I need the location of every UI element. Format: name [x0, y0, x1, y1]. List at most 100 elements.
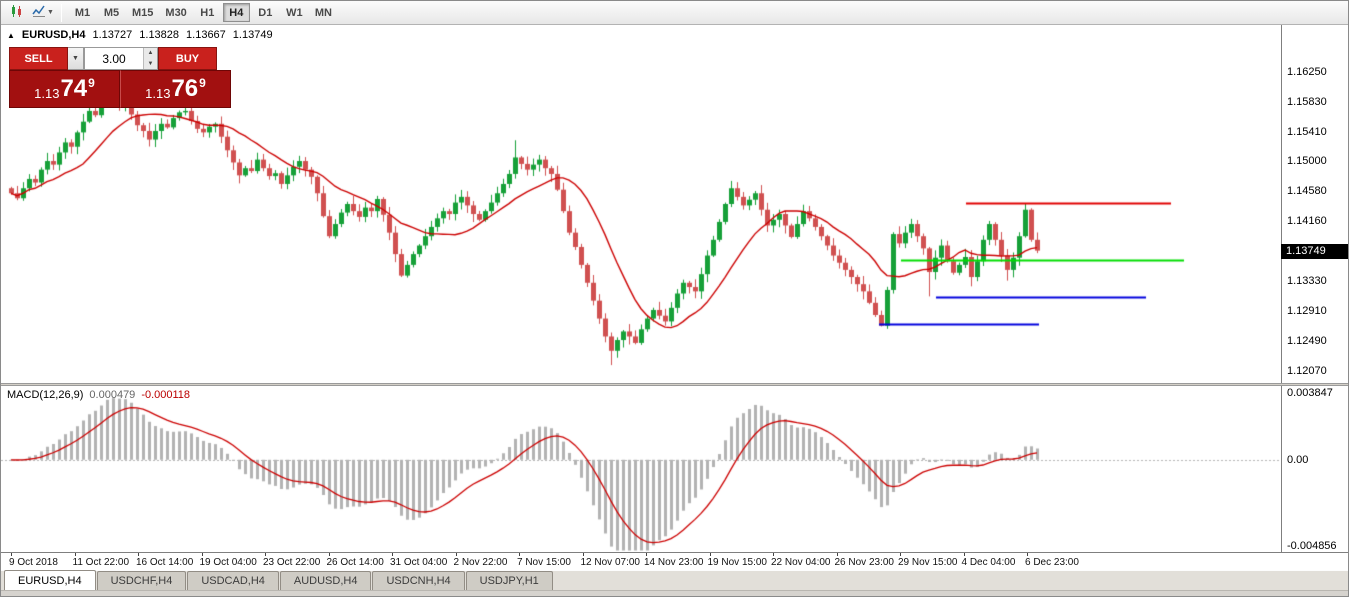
macd-axis-label: 0.00 — [1287, 453, 1309, 466]
time-axis-label: 11 Oct 22:00 — [72, 557, 130, 568]
macd-main-value: 0.000479 — [89, 389, 136, 401]
status-strip — [1, 590, 1348, 596]
one-click-trading-panel: SELL ▼ ▲ ▼ BUY 1.13 74 9 1.1 — [9, 47, 233, 108]
macd-chart-canvas[interactable] — [1, 386, 1281, 552]
price-axis-label: 1.16250 — [1287, 65, 1327, 78]
current-price-badge: 1.13749 — [1281, 243, 1348, 259]
price-axis-label: 1.14160 — [1287, 215, 1327, 228]
time-tick — [74, 553, 76, 556]
time-tick — [709, 553, 711, 556]
trade-prices-row: 1.13 74 9 1.13 76 9 — [9, 70, 233, 108]
chart-candles-icon-button[interactable] — [5, 3, 29, 23]
timeframe-button-m1[interactable]: M1 — [69, 3, 96, 22]
macd-axis-label: 0.003847 — [1287, 387, 1333, 399]
timeframe-button-m15[interactable]: M15 — [127, 3, 158, 22]
timeframe-button-m30[interactable]: M30 — [160, 3, 191, 22]
timeframe-button-d1[interactable]: D1 — [252, 3, 279, 22]
time-tick — [836, 553, 838, 556]
chart-tab-bar: EURUSD,H4 USDCHF,H4 USDCAD,H4 AUDUSD,H4 USDC… — [1, 570, 1348, 590]
volume-input[interactable] — [85, 48, 143, 69]
time-axis-label: 22 Nov 04:00 — [771, 557, 831, 568]
timeframe-button-h1[interactable]: H1 — [194, 3, 221, 22]
price-axis-label: 1.15830 — [1287, 95, 1327, 108]
time-axis-label: 26 Oct 14:00 — [326, 557, 384, 568]
price-axis[interactable]: 1.16250 1.15830 1.15410 1.15000 1.14580 1.141… — [1281, 25, 1348, 383]
price-axis-label: 1.12070 — [1287, 364, 1327, 377]
ohlc-low: 1.13667 — [186, 29, 226, 41]
sell-button[interactable]: SELL — [9, 47, 68, 70]
timeframe-button-h4[interactable]: H4 — [222, 3, 250, 23]
price-axis-label: 1.15410 — [1287, 125, 1327, 138]
chevron-down-icon: ▼ — [72, 55, 79, 62]
price-axis-label: 1.12490 — [1287, 334, 1327, 347]
spinner-down-icon[interactable]: ▼ — [144, 58, 157, 69]
time-tick — [900, 553, 901, 556]
pane-splitter[interactable] — [1, 383, 1348, 386]
timeframe-group: M1 M5 M15 M30 H1 H4 D1 W1 MN — [68, 3, 338, 23]
macd-signal-value: -0.000118 — [141, 389, 191, 401]
buy-button[interactable]: BUY — [158, 47, 217, 70]
buy-price-pips: 76 — [171, 75, 199, 102]
time-axis-label: 23 Oct 22:00 — [263, 557, 321, 568]
macd-title: MACD(12,26,9) — [7, 389, 84, 401]
collapse-arrow-icon[interactable]: ▲ — [7, 30, 15, 40]
price-chart-pane: ▲ EURUSD,H4 1.13727 1.13828 1.13667 1.13… — [1, 25, 1348, 383]
timeframe-button-mn[interactable]: MN — [310, 3, 337, 22]
time-tick — [519, 553, 520, 556]
time-axis-label: 19 Nov 15:00 — [707, 557, 768, 568]
time-tick — [265, 553, 266, 556]
macd-pane: MACD(12,26,9) 0.000479 -0.000118 0.00384… — [1, 386, 1348, 552]
time-tick — [392, 553, 393, 556]
spinner-up-icon[interactable]: ▲ — [144, 48, 157, 59]
macd-axis[interactable]: 0.003847 0.00 -0.004856 — [1281, 386, 1348, 552]
indicators-icon — [32, 4, 46, 21]
indicators-icon-button[interactable]: ▼ — [31, 3, 55, 23]
timeframe-button-w1[interactable]: W1 — [281, 3, 308, 22]
time-axis-label: 31 Oct 04:00 — [390, 557, 448, 568]
price-axis-label: 1.13330 — [1287, 274, 1327, 287]
time-tick — [328, 553, 330, 556]
sell-price-base: 1.13 — [34, 85, 60, 101]
time-tick — [582, 553, 584, 556]
symbol-name: EURUSD,H4 — [21, 29, 86, 41]
time-tick — [646, 553, 647, 556]
chart-tab-usdjpy[interactable]: USDJPY,H1 — [465, 571, 553, 590]
time-axis-label: 4 Dec 04:00 — [961, 557, 1016, 568]
buy-price-base: 1.13 — [145, 85, 171, 101]
chart-tab-usdcnh[interactable]: USDCNH,H4 — [372, 571, 465, 590]
time-tick — [773, 553, 774, 556]
buy-price-display[interactable]: 1.13 76 9 — [120, 70, 231, 108]
price-axis-label: 1.12910 — [1287, 304, 1327, 317]
timeframe-button-m5[interactable]: M5 — [98, 3, 125, 22]
volume-box: ▲ ▼ — [84, 47, 158, 70]
sell-price-pips: 74 — [60, 75, 88, 102]
time-tick — [963, 553, 965, 556]
ohlc-close: 1.13749 — [232, 29, 273, 41]
time-axis-label: 7 Nov 15:00 — [517, 557, 571, 568]
chart-tab-usdchf[interactable]: USDCHF,H4 — [96, 571, 187, 590]
chart-tab-eurusd[interactable]: EURUSD,H4 — [4, 570, 96, 590]
trade-controls-row: SELL ▼ ▲ ▼ BUY — [9, 47, 233, 70]
time-tick — [138, 553, 139, 556]
time-axis-label: 19 Oct 04:00 — [199, 557, 257, 568]
chart-tab-usdcad[interactable]: USDCAD,H4 — [187, 571, 279, 590]
time-axis-label: 2 Nov 22:00 — [453, 557, 508, 568]
sell-price-display[interactable]: 1.13 74 9 — [9, 70, 120, 108]
time-axis-label: 26 Nov 23:00 — [834, 557, 895, 568]
sell-price-pipette: 9 — [88, 76, 95, 90]
ohlc-open: 1.13727 — [92, 29, 133, 41]
price-axis-label: 1.15000 — [1287, 155, 1327, 168]
toolbar-separator — [61, 3, 62, 22]
time-tick — [11, 553, 12, 556]
time-axis[interactable]: 9 Oct 2018 11 Oct 22:00 16 Oct 14:00 19 Oct… — [1, 552, 1348, 570]
time-tick — [1027, 553, 1028, 556]
buy-price-pipette: 9 — [199, 76, 206, 90]
chart-tab-audusd[interactable]: AUDUSD,H4 — [279, 571, 372, 590]
price-axis-label: 1.14580 — [1287, 185, 1327, 198]
time-tick — [455, 553, 457, 556]
time-axis-label: 6 Dec 23:00 — [1025, 557, 1079, 568]
volume-dropdown-button[interactable]: ▼ — [68, 47, 84, 70]
time-axis-label: 12 Nov 07:00 — [580, 557, 641, 568]
chart-candles-icon — [10, 4, 24, 21]
